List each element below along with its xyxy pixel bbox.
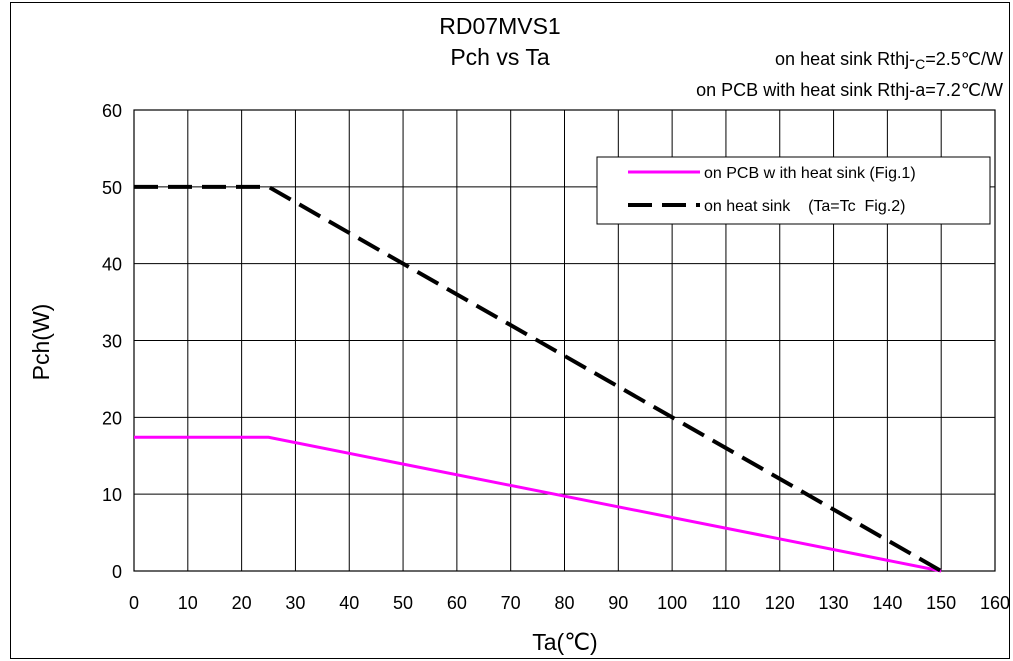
y-axis-label: Pch(W)	[28, 304, 54, 381]
x-tick-label: 70	[501, 593, 521, 613]
chart-frame	[10, 2, 1010, 659]
x-tick-label: 90	[608, 593, 628, 613]
legend-box	[596, 156, 991, 225]
chart-title: RD07MVS1	[439, 13, 560, 39]
series-layer	[134, 184, 943, 573]
y-tick-label: 20	[102, 408, 122, 428]
annotation-subscript: C	[915, 56, 925, 72]
y-tick-label: 50	[102, 178, 122, 198]
x-axis-label: Ta(℃)	[532, 629, 597, 655]
legend: on PCB w ith heat sink (Fig.1) on heat s…	[596, 156, 991, 225]
x-tick-label: 60	[447, 593, 467, 613]
y-tick-label: 10	[102, 485, 122, 505]
series-line-pcb	[134, 435, 942, 573]
x-tick-label: 160	[980, 593, 1010, 613]
x-tick-label: 110	[712, 593, 741, 613]
x-tick-label: 100	[657, 593, 687, 613]
y-tick-label: 30	[102, 332, 122, 352]
x-tick-label: 40	[339, 593, 359, 613]
chart-subtitle: Pch vs Ta	[450, 44, 549, 70]
x-tick-label: 10	[178, 593, 198, 613]
x-tick-label: 150	[926, 593, 956, 613]
x-tick-label: 80	[554, 593, 574, 613]
y-tick-label: 60	[102, 101, 122, 121]
x-tick-label: 120	[765, 593, 795, 613]
annotation-heat-sink: on heat sink Rthj-C=2.5℃/W	[775, 49, 1003, 72]
y-tick-label: 0	[112, 562, 122, 582]
x-tick-labels: 0 10 20 30 40 50 60 70 80 90 100 110 120 130 140 150 160	[129, 593, 1010, 613]
plot-area	[133, 109, 996, 572]
annotation-pcb: on PCB with heat sink Rthj-a=7.2℃/W	[696, 80, 1003, 100]
y-tick-labels: 0 10 20 30 40 50 60	[102, 101, 122, 582]
x-tick-label: 50	[393, 593, 413, 613]
x-tick-label: 130	[819, 593, 849, 613]
x-tick-label: 140	[872, 593, 902, 613]
x-tick-label: 30	[285, 593, 305, 613]
x-tick-label: 0	[129, 593, 139, 613]
x-tick-label: 20	[232, 593, 252, 613]
legend-label-pcb: on PCB w ith heat sink (Fig.1)	[704, 165, 916, 182]
series-line-heat-sink	[134, 184, 943, 573]
y-tick-label: 40	[102, 255, 122, 275]
legend-label-heat-sink: on heat sink (Ta=Tc Fig.2)	[704, 198, 905, 215]
